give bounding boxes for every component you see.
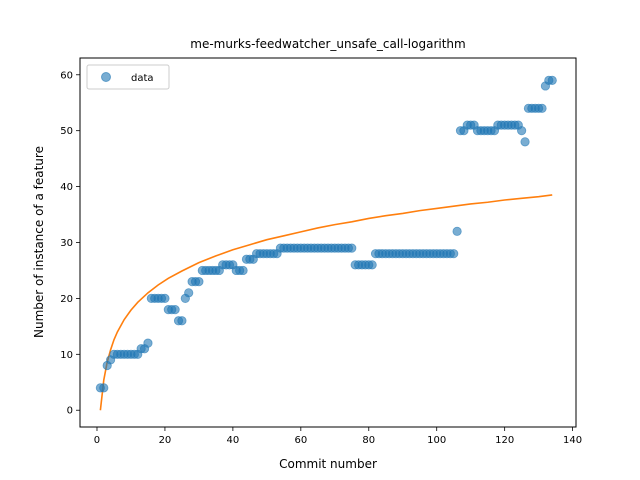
- x-axis-label: Commit number: [279, 457, 377, 471]
- data-point: [238, 265, 248, 276]
- data-point: [537, 103, 547, 113]
- x-tick-label: 40: [227, 435, 240, 446]
- data-point: [547, 75, 557, 85]
- data-point: [184, 288, 194, 298]
- x-tick-label: 80: [362, 435, 375, 446]
- y-tick-label: 40: [60, 182, 73, 193]
- y-tick-label: 20: [60, 294, 73, 305]
- x-tick-label: 60: [294, 435, 307, 446]
- y-tick-label: 50: [60, 126, 73, 137]
- x-tick-label: 20: [159, 435, 172, 446]
- legend-box: [86, 64, 170, 90]
- fit-curve-layer: [99, 194, 553, 411]
- chart-title: me-murks-feedwatcher_unsafe_call-logarit…: [190, 37, 465, 51]
- data-point: [194, 277, 204, 287]
- data-point: [170, 304, 180, 315]
- x-tick-label: 100: [427, 435, 446, 446]
- y-tick-label: 0: [67, 406, 73, 417]
- data-point: [160, 293, 170, 304]
- fit-curve: [99, 194, 553, 411]
- data-point: [449, 249, 459, 259]
- data-point: [452, 226, 462, 236]
- data-point: [517, 126, 527, 136]
- x-tick-label: 120: [495, 435, 514, 446]
- x-axis: 0 20 40 60 80 100 120 140: [94, 427, 582, 446]
- legend-marker-data: [101, 72, 111, 82]
- y-tick-label: 10: [60, 350, 73, 361]
- data-point: [99, 383, 109, 393]
- data-point: [177, 316, 187, 326]
- y-tick-label: 30: [60, 238, 73, 249]
- y-axis-label: Number of instance of a feature: [32, 146, 46, 338]
- x-tick-label: 140: [563, 435, 582, 446]
- x-tick-label: 0: [94, 435, 100, 446]
- data-points-layer: [95, 75, 557, 393]
- legend: data: [86, 64, 170, 90]
- y-tick-label: 60: [60, 70, 73, 81]
- data-point: [367, 260, 377, 270]
- data-point: [347, 243, 357, 253]
- data-point: [143, 338, 153, 348]
- y-axis: 0 10 20 30 40 50 60: [60, 70, 80, 417]
- data-point: [520, 137, 530, 147]
- legend-label-data: data: [131, 73, 154, 84]
